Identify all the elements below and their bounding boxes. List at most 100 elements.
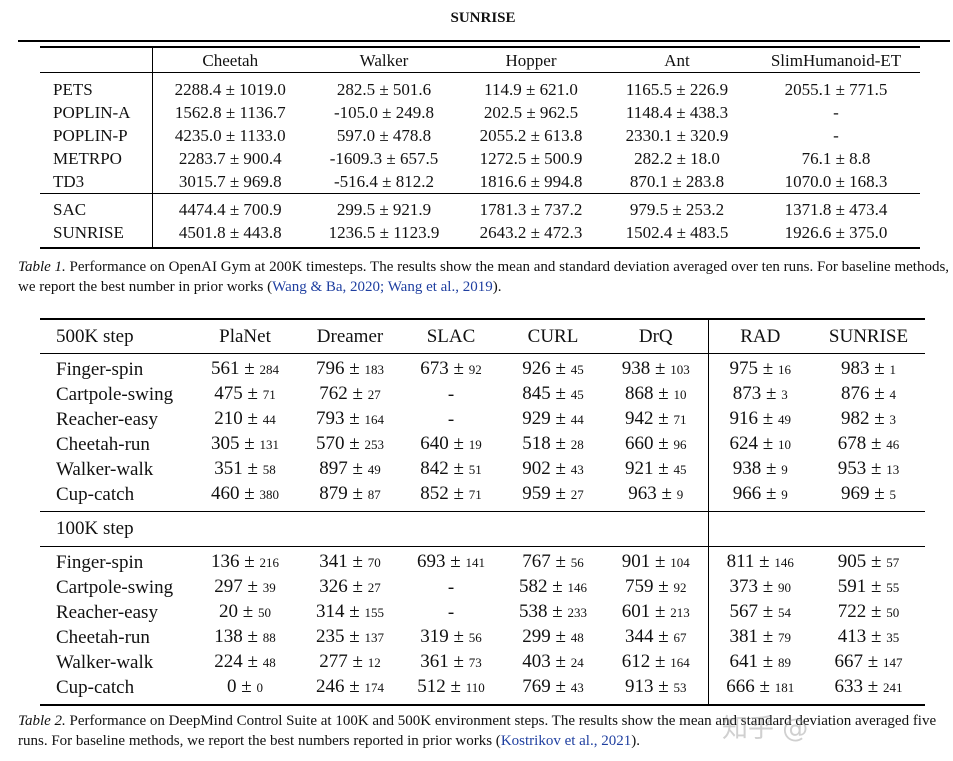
- plus-minus: ±: [869, 383, 890, 404]
- score-std: 183: [364, 362, 384, 377]
- plus-minus: ±: [754, 676, 775, 697]
- score-cell: 913 ± 53: [604, 675, 708, 705]
- plus-minus: ±: [448, 433, 469, 454]
- score-mean: 297: [214, 576, 243, 597]
- score-mean: 759: [625, 576, 654, 597]
- score-std: 0: [256, 680, 263, 695]
- plus-minus: ±: [650, 651, 671, 672]
- score-mean: 942: [625, 408, 654, 429]
- score-mean: 901: [621, 551, 651, 572]
- score-cell: 942 ± 71: [604, 407, 708, 432]
- caption-end: ).: [492, 279, 502, 295]
- plus-minus: ±: [761, 458, 782, 479]
- column-header: CURL: [502, 319, 604, 354]
- score-std: 73: [468, 655, 482, 670]
- score-cell: 811 ± 146: [707, 546, 812, 575]
- score-std: 54: [777, 605, 791, 620]
- score-std: 92: [673, 580, 687, 595]
- score-mean: 796: [316, 358, 345, 379]
- score-cell: 0 ± 0: [190, 675, 300, 705]
- score-cell: 282.5 ± 501.6: [336, 80, 432, 99]
- score-std: 12: [367, 655, 381, 670]
- score-cell: 879 ± 87: [300, 482, 400, 512]
- score-mean: 361: [420, 651, 449, 672]
- score-mean: 591: [837, 576, 867, 597]
- score-cell: 842 ± 51: [400, 457, 502, 482]
- score-cell: -: [833, 126, 839, 145]
- env-name: Cup-catch: [56, 676, 135, 698]
- score-cell: 959 ± 27: [502, 482, 604, 512]
- score-std: 146: [567, 580, 587, 595]
- score-mean: 916: [729, 408, 759, 429]
- score-mean: 138: [214, 626, 243, 647]
- score-mean: 793: [316, 408, 345, 429]
- score-cell: 873 ± 3: [707, 382, 812, 407]
- score-std: 4: [889, 387, 896, 402]
- score-cell: -: [400, 575, 502, 600]
- score-cell: -516.4 ± 812.2: [334, 172, 434, 191]
- score-cell: 567 ± 54: [707, 600, 812, 625]
- score-mean: 921: [625, 458, 654, 479]
- score-mean: -: [447, 383, 455, 405]
- plus-minus: ±: [547, 576, 568, 597]
- score-cell: 966 ± 9: [707, 482, 812, 512]
- score-cell: 403 ± 24: [502, 650, 604, 675]
- score-std: 45: [570, 362, 584, 377]
- score-std: 28: [570, 437, 584, 452]
- score-mean: 905: [837, 551, 867, 572]
- score-mean: 305: [211, 433, 240, 454]
- plus-minus: ±: [550, 551, 571, 572]
- citation-link[interactable]: Wang & Ba, 2020; Wang et al., 2019: [272, 279, 493, 295]
- plus-minus: ±: [761, 383, 782, 404]
- score-cell: 2330.1 ± 320.9: [625, 126, 729, 145]
- score-cell: 381 ± 79: [707, 625, 812, 650]
- score-cell: 660 ± 96: [604, 432, 708, 457]
- table-row: Cup-catch 0 ± 0 246 ± 174 512 ± 110 769 ± 43…: [40, 675, 925, 705]
- score-mean: 0: [227, 676, 237, 697]
- plus-minus: ±: [758, 408, 778, 429]
- score-std: 164: [364, 412, 384, 427]
- plus-minus: ±: [758, 433, 778, 454]
- score-cell: 1781.3 ± 737.2: [460, 193, 602, 221]
- score-cell: 969 ± 5: [812, 482, 925, 512]
- citation-link[interactable]: Kostrikov et al., 2021: [500, 733, 632, 749]
- score-cell: 1236.5 ± 1123.9: [328, 223, 440, 242]
- plus-minus: ±: [550, 458, 571, 479]
- plus-minus: ±: [656, 483, 677, 504]
- plus-minus: ±: [550, 651, 571, 672]
- score-mean: 299: [522, 626, 551, 647]
- env-name: Finger-spin: [56, 551, 144, 573]
- plus-minus: ±: [653, 383, 674, 404]
- score-mean: 326: [319, 576, 348, 597]
- plus-minus: ±: [653, 626, 674, 647]
- score-cell: 796 ± 183: [300, 354, 400, 383]
- score-mean: 518: [522, 433, 551, 454]
- score-mean: 902: [522, 458, 551, 479]
- score-std: 44: [262, 412, 276, 427]
- score-std: 233: [567, 605, 587, 620]
- score-mean: 561: [211, 358, 240, 379]
- score-mean: 512: [417, 676, 446, 697]
- score-std: 44: [570, 412, 584, 427]
- table-row: PETS 2288.4 ± 1019.0 282.5 ± 501.6 114.9 ± …: [40, 72, 920, 101]
- plus-minus: ±: [445, 676, 466, 697]
- score-cell: 633 ± 241: [812, 675, 925, 705]
- score-cell: -: [400, 407, 502, 432]
- table-row: Cup-catch 460 ± 380 879 ± 87 852 ± 71 959 ± …: [40, 482, 925, 512]
- score-mean: -: [447, 576, 455, 598]
- plus-minus: ±: [650, 551, 671, 572]
- score-cell: 210 ± 44: [190, 407, 300, 432]
- score-std: 10: [673, 387, 687, 402]
- plus-minus: ±: [550, 483, 571, 504]
- plus-minus: ±: [239, 483, 260, 504]
- section-label: 500K step: [40, 319, 190, 354]
- score-std: 141: [465, 555, 485, 570]
- score-cell: 624 ± 10: [707, 432, 812, 457]
- score-mean: 722: [837, 601, 867, 622]
- score-cell: 769 ± 43: [502, 675, 604, 705]
- score-cell: 905 ± 57: [812, 547, 925, 576]
- score-mean: 20: [219, 601, 239, 622]
- method-name: METRPO: [40, 147, 153, 170]
- table-row: SAC 4474.4 ± 700.9 299.5 ± 921.9 1781.3 ± 7…: [40, 193, 920, 221]
- plus-minus: ±: [344, 408, 365, 429]
